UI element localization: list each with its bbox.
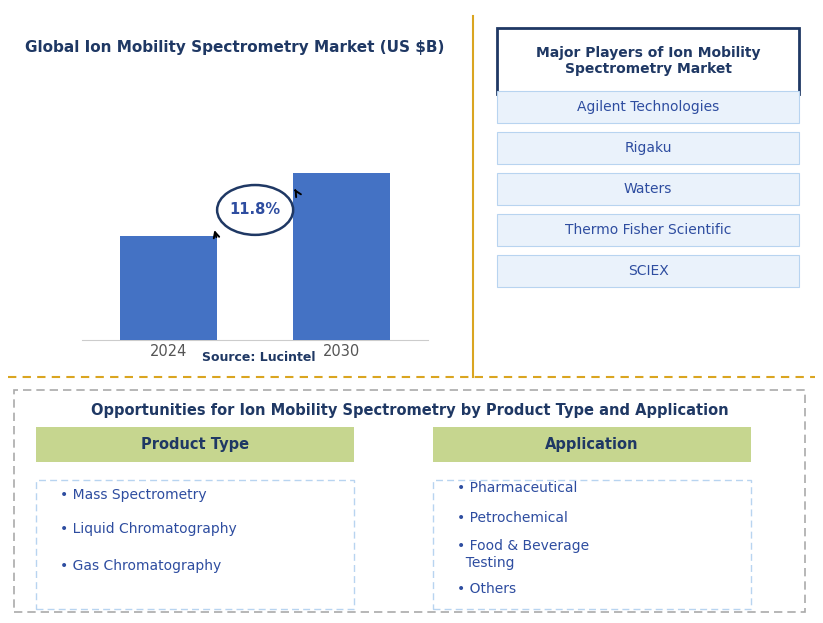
Bar xyxy=(120,235,217,340)
FancyBboxPatch shape xyxy=(497,214,799,246)
FancyBboxPatch shape xyxy=(14,390,805,612)
Text: Thermo Fisher Scientific: Thermo Fisher Scientific xyxy=(565,223,732,237)
FancyBboxPatch shape xyxy=(497,255,799,287)
Text: Rigaku: Rigaku xyxy=(625,141,672,155)
Text: • Petrochemical: • Petrochemical xyxy=(457,511,568,525)
Text: Waters: Waters xyxy=(624,182,672,196)
Text: Application: Application xyxy=(546,437,639,452)
Text: • Pharmaceutical: • Pharmaceutical xyxy=(457,481,578,495)
Text: • Liquid Chromatography: • Liquid Chromatography xyxy=(60,522,237,536)
FancyBboxPatch shape xyxy=(36,480,354,609)
FancyBboxPatch shape xyxy=(497,29,799,94)
Text: 11.8%: 11.8% xyxy=(230,202,281,217)
Text: Opportunities for Ion Mobility Spectrometry by Product Type and Application: Opportunities for Ion Mobility Spectrome… xyxy=(91,403,728,418)
Text: Agilent Technologies: Agilent Technologies xyxy=(577,100,719,115)
FancyBboxPatch shape xyxy=(433,480,751,609)
Text: Source: Lucintel: Source: Lucintel xyxy=(202,351,316,364)
Text: • Mass Spectrometry: • Mass Spectrometry xyxy=(60,488,207,502)
FancyBboxPatch shape xyxy=(497,132,799,164)
Text: SCIEX: SCIEX xyxy=(628,264,668,278)
Text: Product Type: Product Type xyxy=(141,437,249,452)
FancyBboxPatch shape xyxy=(433,427,751,462)
Text: Major Players of Ion Mobility
Spectrometry Market: Major Players of Ion Mobility Spectromet… xyxy=(536,46,760,77)
FancyBboxPatch shape xyxy=(36,427,354,462)
Bar xyxy=(293,173,390,340)
Text: Global Ion Mobility Spectrometry Market (US $B): Global Ion Mobility Spectrometry Market … xyxy=(25,40,444,55)
FancyBboxPatch shape xyxy=(497,173,799,205)
FancyBboxPatch shape xyxy=(497,92,799,123)
Text: • Gas Chromatography: • Gas Chromatography xyxy=(60,559,221,573)
Text: • Food & Beverage
  Testing: • Food & Beverage Testing xyxy=(457,540,589,569)
Text: • Others: • Others xyxy=(457,582,516,596)
